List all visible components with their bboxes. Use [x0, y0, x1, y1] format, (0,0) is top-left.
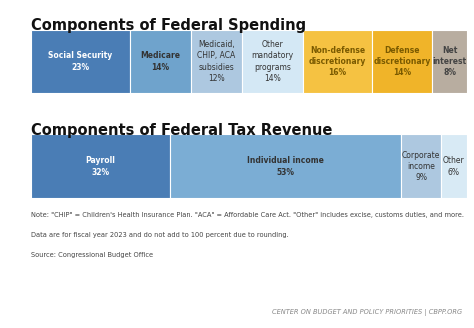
Bar	[432, 30, 467, 93]
Bar	[441, 134, 467, 198]
Text: Components of Federal Spending: Components of Federal Spending	[31, 18, 306, 33]
Text: Defense
discretionary
14%: Defense discretionary 14%	[374, 46, 431, 77]
Text: Corporate
income
9%: Corporate income 9%	[402, 151, 440, 182]
Bar	[191, 30, 242, 93]
Text: Payroll
32%: Payroll 32%	[86, 156, 116, 176]
Bar	[303, 30, 372, 93]
Text: Other
mandatory
programs
14%: Other mandatory programs 14%	[252, 40, 294, 83]
Text: Other
6%: Other 6%	[443, 156, 465, 176]
Bar	[170, 134, 401, 198]
Text: Medicare
14%: Medicare 14%	[140, 51, 180, 72]
Bar	[242, 30, 303, 93]
Text: Medicaid,
CHIP, ACA
subsidies
12%: Medicaid, CHIP, ACA subsidies 12%	[197, 40, 236, 83]
Text: Net
interest
8%: Net interest 8%	[433, 46, 467, 77]
Text: Social Security
23%: Social Security 23%	[48, 51, 113, 72]
Text: CENTER ON BUDGET AND POLICY PRIORITIES | CBPP.ORG: CENTER ON BUDGET AND POLICY PRIORITIES |…	[272, 309, 462, 316]
Text: Individual income
53%: Individual income 53%	[247, 156, 324, 176]
Text: Data are for fiscal year 2023 and do not add to 100 percent due to rounding.: Data are for fiscal year 2023 and do not…	[31, 232, 289, 238]
Text: Components of Federal Tax Revenue: Components of Federal Tax Revenue	[31, 123, 332, 138]
Bar	[401, 134, 441, 198]
Bar	[130, 30, 191, 93]
Bar	[31, 134, 170, 198]
Text: Non-defense
discretionary
16%: Non-defense discretionary 16%	[309, 46, 366, 77]
Bar	[31, 30, 130, 93]
Text: Note: "CHIP" = Children's Health Insurance Plan. "ACA" = Affordable Care Act. "O: Note: "CHIP" = Children's Health Insuran…	[31, 212, 464, 217]
Bar	[372, 30, 432, 93]
Text: Source: Congressional Budget Office: Source: Congressional Budget Office	[31, 252, 153, 258]
